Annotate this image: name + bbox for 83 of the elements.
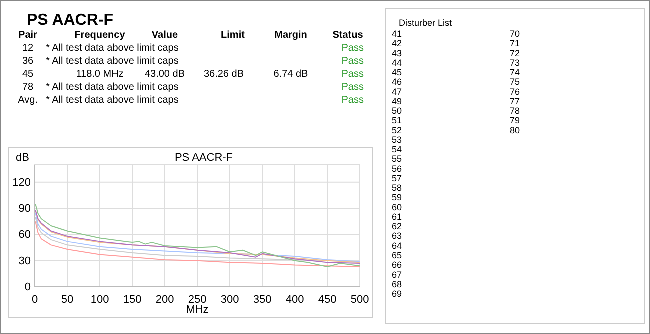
x-tick-label: 200 xyxy=(156,294,174,306)
x-tick-label: 500 xyxy=(350,294,370,306)
text: 77 xyxy=(510,96,520,106)
text: 59 xyxy=(392,192,402,203)
text: Frequency xyxy=(74,30,126,41)
text: 65 xyxy=(392,250,402,260)
text: 78 xyxy=(22,82,34,93)
text: 69 xyxy=(392,289,402,300)
text: 42 xyxy=(392,38,402,49)
x-axis-title: MHz xyxy=(186,304,209,316)
text: Pair xyxy=(18,30,38,41)
text: * All test data above limit caps xyxy=(46,56,179,67)
text: 60 xyxy=(392,202,402,212)
text: 66 xyxy=(392,260,402,270)
text: 73 xyxy=(510,58,520,68)
text: 68 xyxy=(392,279,402,290)
y-tick-label: 0 xyxy=(24,282,31,294)
text: 63 xyxy=(392,231,402,242)
text: 43 xyxy=(392,48,402,58)
text: Limit xyxy=(221,30,246,41)
x-tick-label: 300 xyxy=(220,294,240,306)
text: Pass xyxy=(342,82,364,93)
x-tick-label: 250 xyxy=(188,294,207,306)
text: 62 xyxy=(392,222,402,232)
y-axis-title: dB xyxy=(16,152,30,164)
text: 45 xyxy=(392,68,402,78)
text: Pass xyxy=(342,69,364,80)
text: 50 xyxy=(392,106,402,116)
x-tick-label: 400 xyxy=(286,294,304,306)
text: 36 xyxy=(22,56,34,67)
x-tick-label: 450 xyxy=(318,294,337,306)
text: 80 xyxy=(510,125,520,136)
text: Pass xyxy=(342,56,364,67)
x-tick-label: 150 xyxy=(123,294,142,306)
text: 44 xyxy=(392,58,402,68)
text: Pass xyxy=(342,43,364,54)
text: 43.00 dB xyxy=(144,69,186,80)
text: 6.74 dB xyxy=(274,69,309,80)
y-tick-label: 30 xyxy=(18,255,31,268)
text: 45 xyxy=(22,69,34,80)
y-tick-label: 90 xyxy=(18,203,31,216)
text: 55 xyxy=(392,154,402,164)
text: 54 xyxy=(392,144,402,155)
y-tick-label: 60 xyxy=(18,229,31,242)
text: 67 xyxy=(392,270,402,280)
text: 72 xyxy=(510,48,520,58)
x-tick-label: 350 xyxy=(253,294,272,306)
text: 57 xyxy=(392,173,402,184)
text: Disturber List xyxy=(399,18,453,28)
text: * All test data above limit caps xyxy=(46,82,179,93)
text: 118.0 MHz xyxy=(76,69,124,80)
text: 49 xyxy=(392,96,402,106)
text: * All test data above limit caps xyxy=(46,43,179,54)
text: 74 xyxy=(510,68,520,78)
text: 61 xyxy=(392,212,402,222)
text: Margin xyxy=(274,30,308,41)
text: 58 xyxy=(392,183,402,194)
x-tick-label: 100 xyxy=(90,294,110,306)
text: 71 xyxy=(510,38,520,49)
text: 78 xyxy=(510,106,520,116)
text: 41 xyxy=(392,29,402,39)
text: 36.26 dB xyxy=(204,69,244,80)
text: 79 xyxy=(510,116,520,126)
text: 75 xyxy=(510,77,520,88)
text: 56 xyxy=(392,164,402,174)
text: Avg. xyxy=(18,95,38,106)
x-tick-label: 50 xyxy=(61,294,74,306)
text: Value xyxy=(152,30,178,41)
text: * All test data above limit caps xyxy=(46,95,179,106)
text: 70 xyxy=(510,29,520,39)
y-tick-label: 120 xyxy=(12,176,31,189)
text: 46 xyxy=(392,77,402,88)
chart-title: PS AACR-F xyxy=(174,152,234,164)
text: 47 xyxy=(392,86,402,97)
text: PS AACR-F xyxy=(27,12,114,29)
text: 76 xyxy=(510,86,520,97)
text: 51 xyxy=(392,116,402,126)
text: 12 xyxy=(22,43,34,54)
text: 52 xyxy=(392,125,402,136)
text: 64 xyxy=(392,240,402,251)
text: 53 xyxy=(392,134,402,145)
text: Pass xyxy=(342,95,364,106)
text: Status xyxy=(332,30,364,41)
